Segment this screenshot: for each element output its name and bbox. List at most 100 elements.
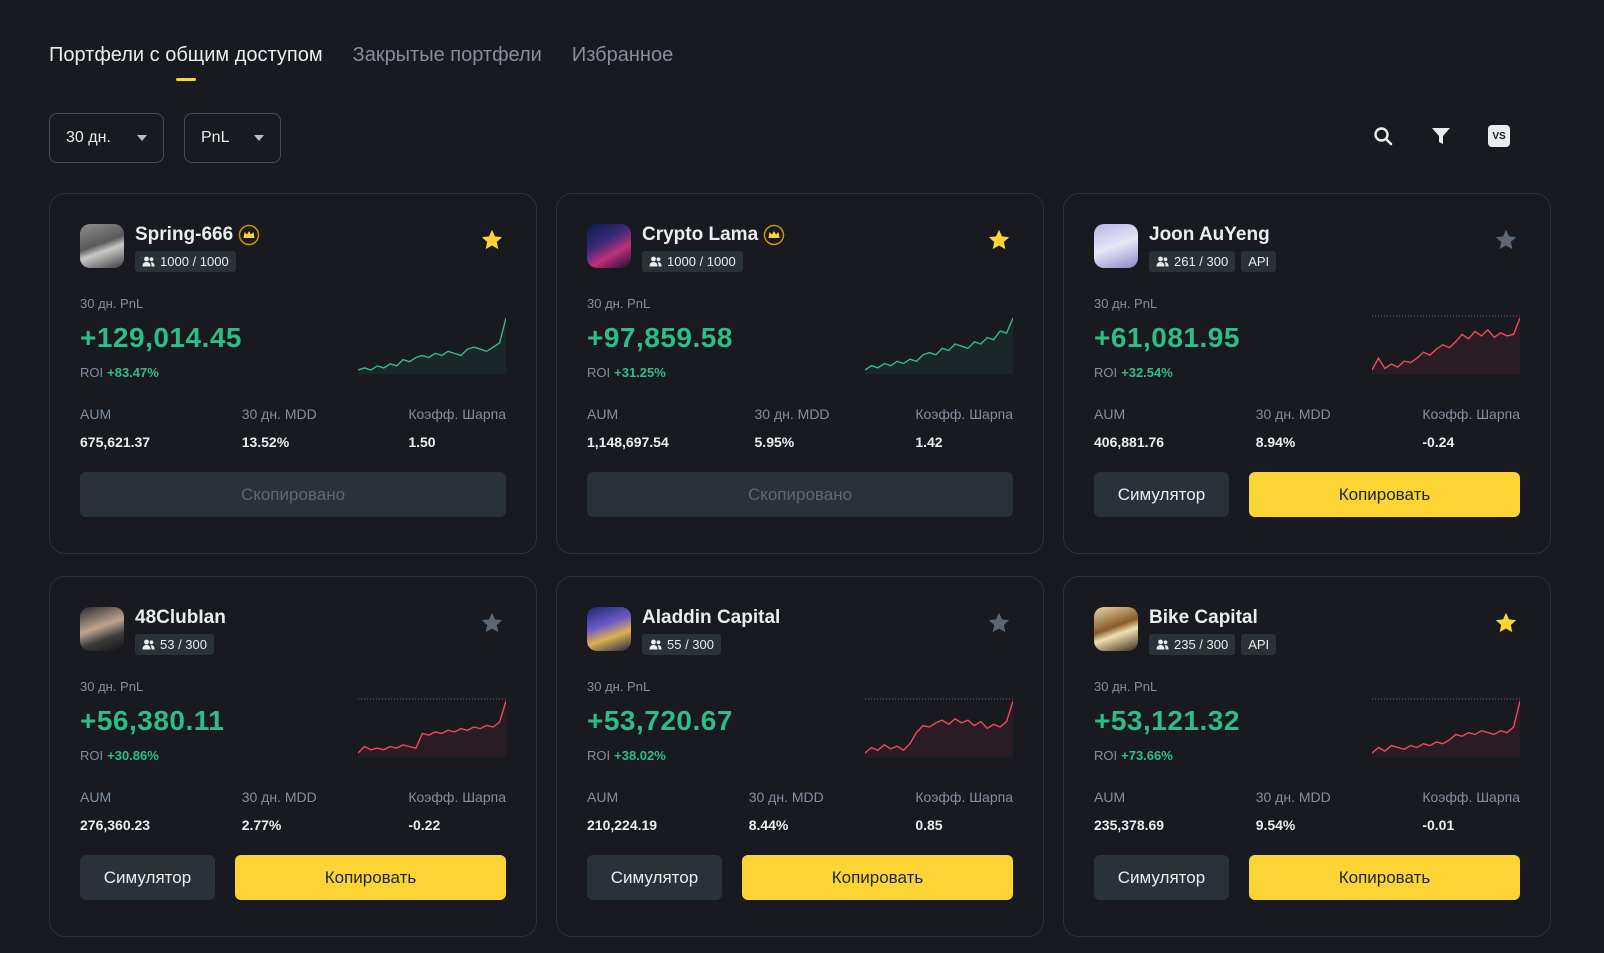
favorite-star-icon[interactable] [987,228,1011,252]
mdd-stat: 30 дн. MDD 2.77% [242,789,317,833]
portfolio-card[interactable]: Aladdin Capital 55 / 300 30 дн. PnL +53,… [556,576,1044,937]
filter-icon[interactable] [1429,124,1453,148]
portfolio-name[interactable]: 48ClubIan [135,607,226,628]
aum-value: 675,621.37 [80,434,151,450]
pnl-sparkline [1372,315,1520,374]
favorite-star-icon[interactable] [480,228,504,252]
toolbar-actions: VS [1371,124,1511,148]
card-actions: Скопировано [80,472,506,517]
favorite-star-icon[interactable] [1494,611,1518,635]
favorite-star-icon[interactable] [480,611,504,635]
sparkline-area [358,318,506,374]
portfolio-name[interactable]: Bike Capital [1149,607,1258,628]
compare-button[interactable]: VS [1487,124,1511,148]
sparkline-line [1372,317,1520,371]
followers-count: 55 / 300 [667,637,714,652]
simulator-button[interactable]: Симулятор [1094,472,1229,517]
portfolio-card[interactable]: Crypto Lama 1000 / 1000 30 дн. PnL +97,8… [556,193,1044,554]
card-title-block: Bike Capital 235 / 300 API [1149,607,1277,655]
simulator-button[interactable]: Симулятор [587,855,722,900]
sparkline-area [1372,701,1520,757]
sharpe-stat: Коэфф. Шарпа 0.85 [915,789,1013,833]
badges: 261 / 300 API [1149,251,1277,272]
copied-button[interactable]: Скопировано [587,472,1013,517]
name-row: 48ClubIan [135,607,226,629]
tab-favorites[interactable]: Избранное [571,44,674,66]
badges: 53 / 300 [135,634,226,655]
followers-count: 1000 / 1000 [667,254,736,269]
roi-value: +31.25% [614,365,666,380]
card-header: Bike Capital 235 / 300 API [1094,607,1520,655]
favorite-star-icon[interactable] [1494,228,1518,252]
users-icon [649,639,662,650]
pnl-value: +56,380.11 [80,705,225,736]
copied-button[interactable]: Скопировано [80,472,506,517]
mdd-value: 5.95% [754,434,795,450]
copy-button[interactable]: Копировать [1249,855,1520,900]
filter-toolbar: 30 дн. PnL [49,113,281,163]
period-select[interactable]: 30 дн. [49,113,164,163]
pnl-sparkline [865,317,1013,374]
metric-select[interactable]: PnL [184,113,281,163]
card-header: Aladdin Capital 55 / 300 [587,607,1013,655]
portfolio-card[interactable]: Spring-666 1000 / 1000 30 дн. PnL +129,0… [49,193,537,554]
caret-down-icon [254,135,264,141]
portfolio-name[interactable]: Joon AuYeng [1149,224,1270,245]
mdd-stat: 30 дн. MDD 8.44% [749,789,824,833]
roi-value: +83.47% [107,365,159,380]
aum-value: 1,148,697.54 [587,434,669,450]
name-row: Bike Capital [1149,607,1276,629]
tab-private-portfolios[interactable]: Закрытые портфели [352,44,542,66]
sparkline-area [865,318,1013,374]
avatar [80,607,124,651]
sharpe-stat: Коэфф. Шарпа 1.50 [408,406,506,450]
roi-row: ROI +30.86% [80,748,506,763]
copy-button[interactable]: Копировать [1249,472,1520,517]
avatar [587,607,631,651]
portfolio-card[interactable]: Joon AuYeng 261 / 300 API 30 дн. PnL +61… [1063,193,1551,554]
sharpe-value: 1.50 [408,434,436,450]
portfolio-name[interactable]: Aladdin Capital [642,607,781,628]
mdd-value: 13.52% [241,434,290,450]
stats-row: AUM 406,881.76 30 дн. MDD 8.94% Коэфф. Ш… [1094,406,1520,450]
avatar [1094,607,1138,651]
stats-row: AUM 675,621.37 30 дн. MDD 13.52% Коэфф. … [80,406,506,450]
mdd-stat: 30 дн. MDD 13.52% [242,406,317,450]
stats-row: AUM 235,378.69 30 дн. MDD 9.54% Коэфф. Ш… [1094,789,1520,833]
portfolio-name[interactable]: Spring-666 [135,224,234,245]
pnl-value: +129,014.45 [80,322,242,353]
users-icon [649,256,662,267]
tab-shared-portfolios[interactable]: Портфели с общим доступом [49,44,323,81]
portfolio-name[interactable]: Crypto Lama [642,224,759,245]
caret-down-icon [137,135,147,141]
roi-row: ROI +73.66% [1094,748,1520,763]
card-title-block: Joon AuYeng 261 / 300 API [1149,224,1277,272]
portfolio-card[interactable]: Bike Capital 235 / 300 API 30 дн. PnL +5… [1063,576,1551,937]
roi-label: ROI [587,748,611,763]
card-title-block: 48ClubIan 53 / 300 [135,607,226,655]
card-actions: Симулятор Копировать [1094,855,1520,900]
name-row: Joon AuYeng [1149,224,1276,246]
avatar [1094,224,1138,268]
pnl-label: 30 дн. PnL [587,296,651,311]
card-header: Crypto Lama 1000 / 1000 [587,224,1013,272]
portfolio-card[interactable]: 48ClubIan 53 / 300 30 дн. PnL +56,380.11… [49,576,537,937]
copy-button[interactable]: Копировать [235,855,506,900]
favorite-star-icon[interactable] [987,611,1011,635]
card-title-block: Spring-666 1000 / 1000 [135,224,260,272]
simulator-button[interactable]: Симулятор [1094,855,1229,900]
sparkline-area [865,701,1013,757]
pnl-sparkline [358,698,506,757]
sharpe-label: Коэфф. Шарпа [915,789,1013,805]
search-icon[interactable] [1371,124,1395,148]
mdd-value: 8.44% [748,817,789,833]
avatar [80,224,124,268]
card-title-block: Crypto Lama 1000 / 1000 [642,224,785,272]
followers-badge: 55 / 300 [642,634,721,655]
users-icon [142,639,155,650]
simulator-button[interactable]: Симулятор [80,855,215,900]
mdd-label: 30 дн. MDD [754,406,830,422]
followers-badge: 261 / 300 [1149,251,1236,272]
sparkline-line [358,317,506,371]
copy-button[interactable]: Копировать [742,855,1013,900]
